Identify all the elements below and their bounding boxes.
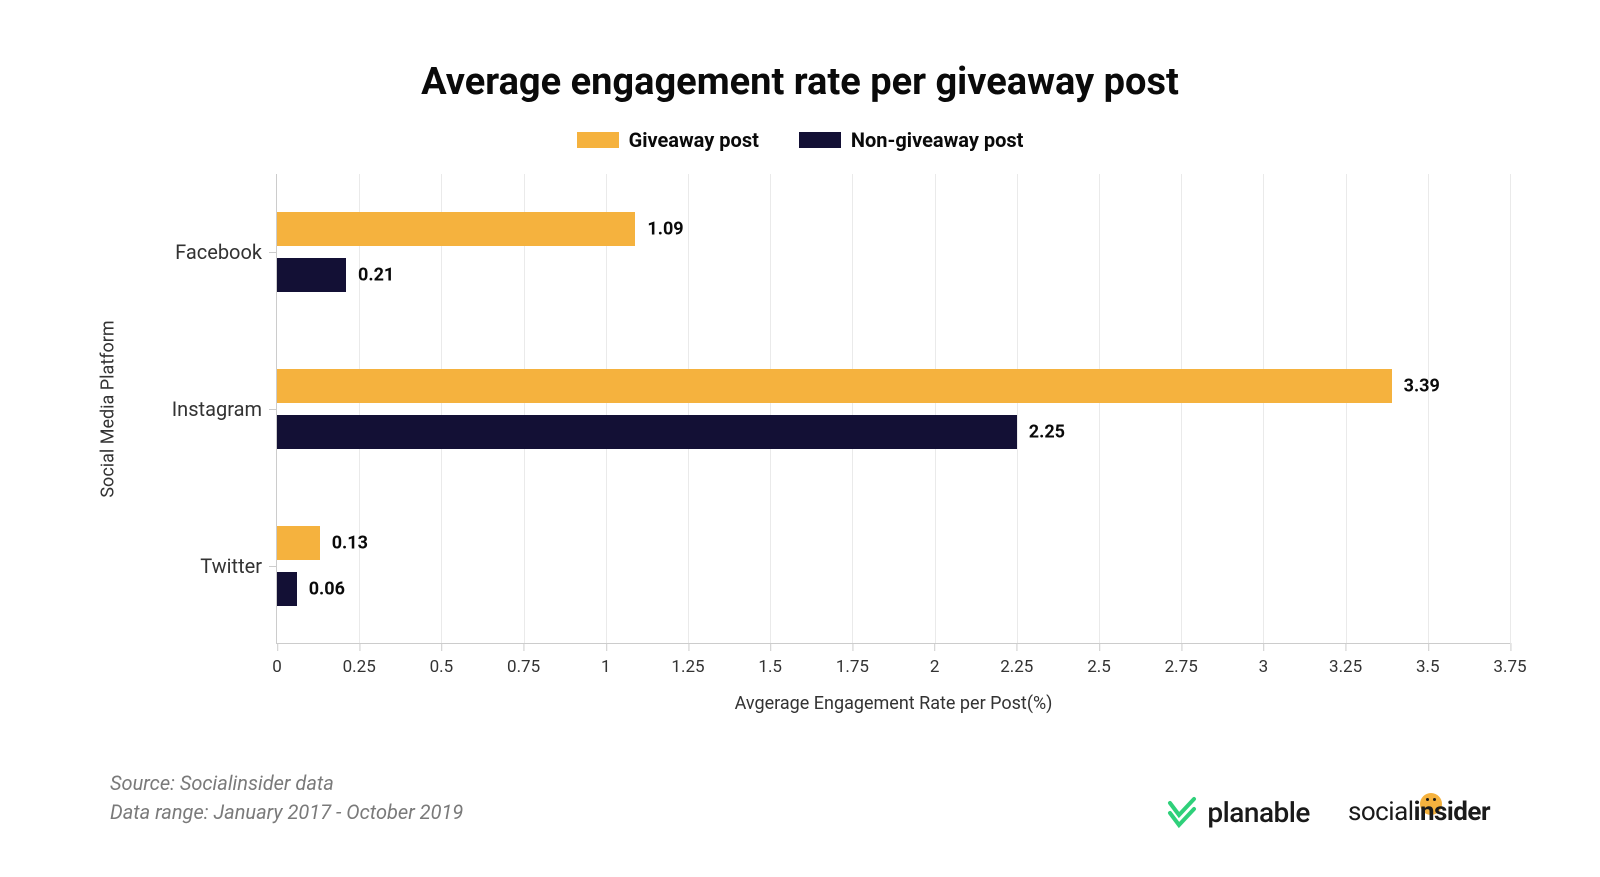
ytick-mark [269,409,277,410]
gridline [1099,174,1100,643]
legend-swatch-giveaway [577,132,619,148]
planable-icon [1165,795,1199,829]
xtick: 0 [272,643,282,677]
logo-socialinsider: socialinsider [1348,797,1490,827]
ytick-mark [269,566,277,567]
bar-value-label: 0.13 [332,532,368,553]
xtick: 3.25 [1329,643,1362,677]
legend: Giveaway post Non-giveaway post [90,128,1510,152]
ytick-mark [269,252,277,253]
xtick: 1 [601,643,611,677]
bar-value-label: 3.39 [1404,376,1440,397]
xaxis-label: Avgerage Engagement Rate per Post(%) [735,693,1053,714]
legend-item-giveaway: Giveaway post [577,128,759,152]
yaxis-label-wrap: Social Media Platform [90,174,126,644]
gridline [1263,174,1264,643]
ylabel: Twitter [200,554,262,578]
plot-area: Avgerage Engagement Rate per Post(%) 00.… [276,174,1510,644]
xtick: 3.5 [1416,643,1440,677]
xtick: 3 [1259,643,1269,677]
chart-container: Average engagement rate per giveaway pos… [0,0,1600,877]
bar: 0.06 [277,572,297,606]
logo-planable-text: planable [1207,796,1310,829]
bar: 0.21 [277,258,346,292]
gridline [1017,174,1018,643]
xtick: 0.25 [343,643,376,677]
gridline [770,174,771,643]
ylabel: Instagram [172,397,262,421]
xtick: 0.75 [507,643,540,677]
si-prefix: social [1348,797,1414,827]
xtick: 3.75 [1493,643,1526,677]
yaxis-label: Social Media Platform [98,320,119,497]
bar-value-label: 2.25 [1029,422,1065,443]
legend-label-nongiveaway: Non-giveaway post [851,128,1024,152]
logo-socialinsider-text: socialinsider [1348,797,1490,827]
chart-title: Average engagement rate per giveaway pos… [90,60,1510,104]
bar: 1.09 [277,212,635,246]
bar: 3.39 [277,369,1392,403]
legend-label-giveaway: Giveaway post [629,128,759,152]
gridline [852,174,853,643]
bar: 0.13 [277,526,320,560]
xtick: 1.75 [836,643,869,677]
gridline [1510,174,1511,643]
yaxis-ticks: Facebook Instagram Twitter [126,174,276,644]
logo-planable: planable [1165,795,1310,829]
xtick: 1.5 [758,643,782,677]
gridline [688,174,689,643]
xtick: 2.25 [1000,643,1033,677]
ylabel: Facebook [175,240,262,264]
xtick: 0.5 [430,643,454,677]
bar: 2.25 [277,415,1017,449]
gridline [1181,174,1182,643]
chart-zone: Social Media Platform Facebook Instagram T… [90,174,1510,644]
source-line: Source: Socialinsider data [110,769,463,798]
footer-source: Source: Socialinsider data Data range: J… [110,769,463,827]
legend-swatch-nongiveaway [799,132,841,148]
logos: planable socialinsider [1165,795,1490,829]
xtick: 1.25 [671,643,704,677]
xtick: 2 [930,643,940,677]
xtick: 2.75 [1165,643,1198,677]
bar-value-label: 0.06 [309,578,345,599]
gridline [1346,174,1347,643]
gridline [935,174,936,643]
legend-item-nongiveaway: Non-giveaway post [799,128,1024,152]
bar-value-label: 1.09 [647,219,683,240]
xtick: 2.5 [1087,643,1111,677]
si-bold: insider [1414,797,1490,827]
gridline [1428,174,1429,643]
range-line: Data range: January 2017 - October 2019 [110,798,463,827]
bar-value-label: 0.21 [358,265,394,286]
